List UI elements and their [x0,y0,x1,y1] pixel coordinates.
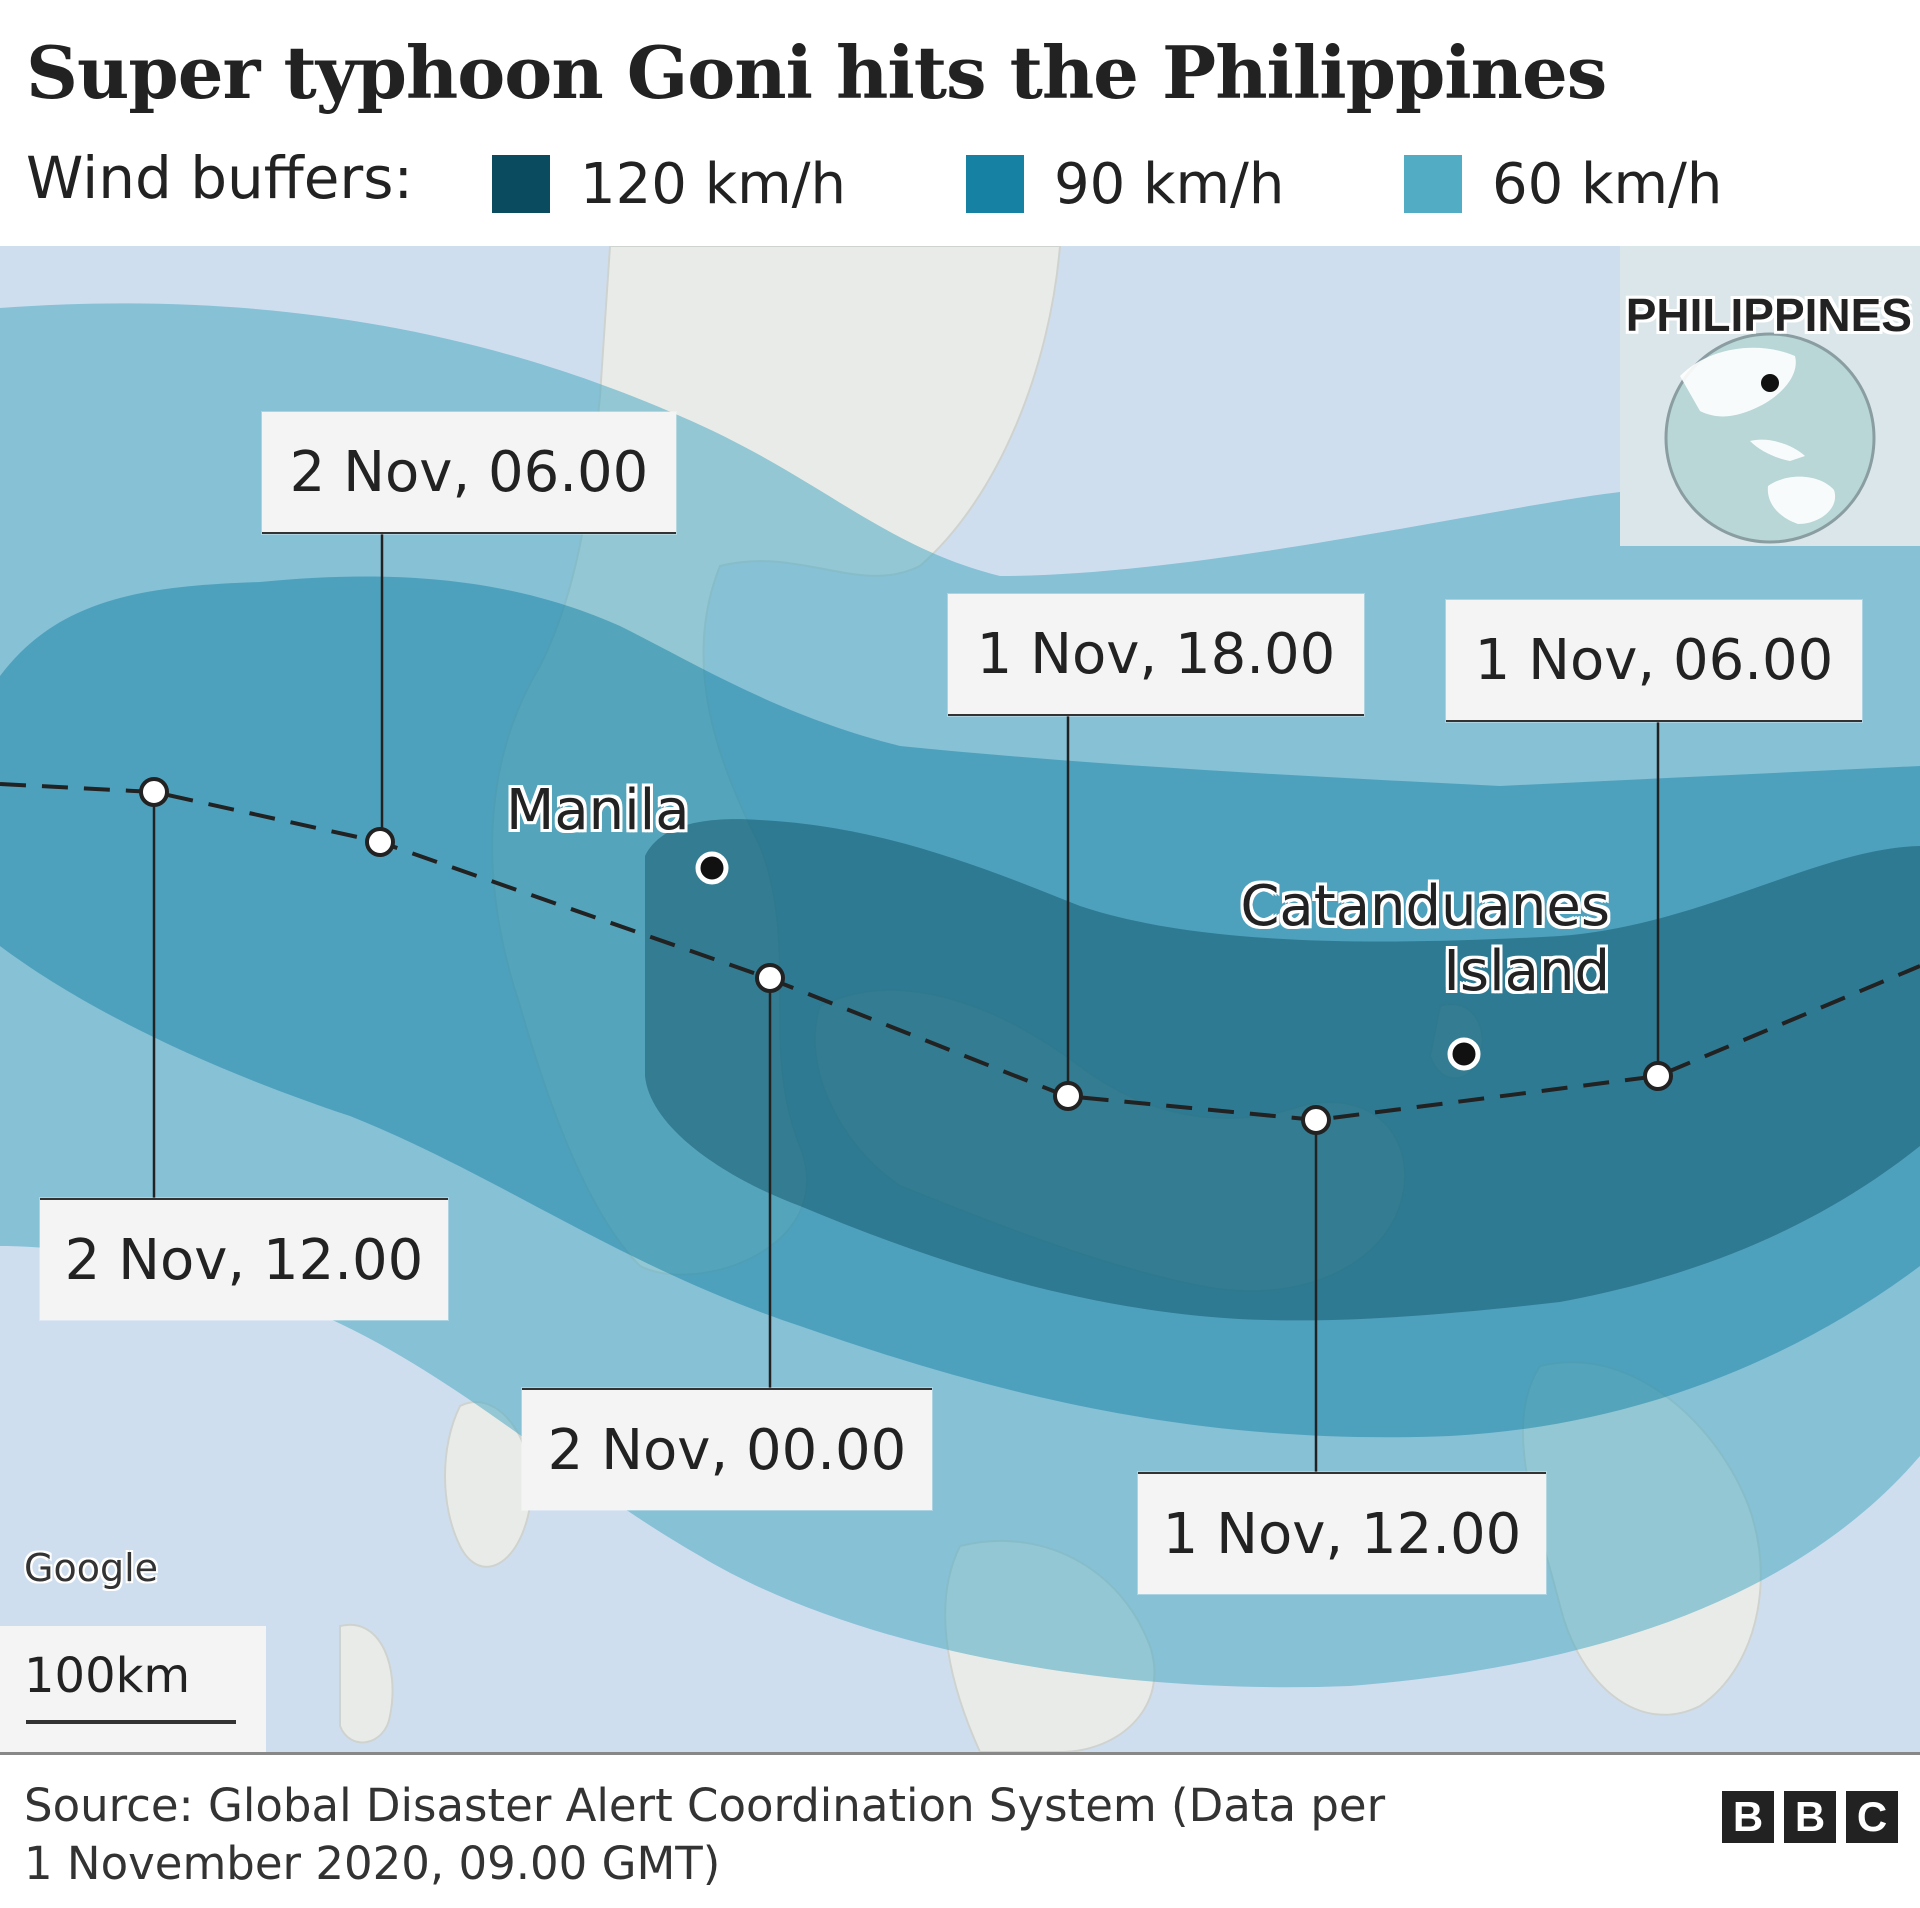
track-label-2nov-0000: 2 Nov, 00.00 [522,1388,932,1510]
legend-item-90: 90 km/h [966,151,1285,217]
place-label-catanduanes-line2: Island [1443,939,1610,1004]
legend-item-60: 60 km/h [1404,151,1723,217]
legend-label: Wind buffers: [26,144,414,212]
map[interactable]: 2 Nov, 06.00 1 Nov, 18.00 1 Nov, 06.00 2… [0,246,1920,1752]
globe-asia [1680,347,1796,417]
place-label-catanduanes-line1: Catanduanes [1240,874,1610,939]
locator-inset: PHILIPPINES [1620,246,1920,546]
legend-swatch-120 [492,155,550,213]
globe-indonesia [1750,439,1805,461]
track-point-1nov-1200 [1301,1105,1331,1135]
bbc-logo: B B C [1722,1791,1898,1843]
scale-label: 100km [24,1648,191,1704]
bbc-logo-letter-3: C [1846,1791,1898,1843]
map-canvas [0,246,1920,1752]
track-point-1nov-0600 [1643,1061,1673,1091]
scale-bar: 100km [0,1626,266,1752]
buffer-120kmh [645,819,1920,1321]
place-label-catanduanes: Catanduanes Island [1222,874,1610,1004]
leader-lines [152,534,1660,1472]
track-points [139,777,1673,1135]
globe-philippines-marker [1761,374,1779,392]
manila-marker [695,851,729,885]
city-markers [695,851,1481,1071]
source-line-1: Source: Global Disaster Alert Coordinati… [24,1779,1386,1832]
track-label-2nov-0600: 2 Nov, 06.00 [262,412,676,534]
track-point-2nov-1200 [139,777,169,807]
inset-label: PHILIPPINES [1625,289,1912,341]
track-label-1nov-1800: 1 Nov, 18.00 [948,594,1364,716]
bbc-logo-letter-1: B [1722,1791,1774,1843]
buffer-90kmh [0,576,1920,1438]
bbc-logo-letter-2: B [1784,1791,1836,1843]
locator-globe [1664,332,1876,544]
legend-item-120: 120 km/h [492,151,847,217]
legend-swatch-60 [1404,155,1462,213]
track-point-1nov-1800 [1053,1081,1083,1111]
track-point-2nov-0600 [365,827,395,857]
typhoon-track [0,782,1920,1123]
legend-text-60: 60 km/h [1492,151,1723,217]
track-label-1nov-0600: 1 Nov, 06.00 [1446,600,1862,722]
place-label-manila: Manila [506,778,690,843]
legend-text-120: 120 km/h [580,151,847,217]
islet-land [339,1623,394,1744]
footer: Source: Global Disaster Alert Coordinati… [0,1752,1920,1908]
track-label-1nov-1200: 1 Nov, 12.00 [1138,1472,1546,1594]
scale-bar-line [26,1720,236,1724]
catanduanes-marker [1447,1037,1481,1071]
track-point-2nov-0000 [755,963,785,993]
legend-swatch-90 [966,155,1024,213]
source-note: Source: Global Disaster Alert Coordinati… [24,1777,1444,1893]
map-attribution: Google [24,1546,159,1590]
legend: Wind buffers: 120 km/h 90 km/h 60 km/h [26,140,1906,220]
page-title: Super typhoon Goni hits the Philippines [26,30,1607,115]
source-line-2: 1 November 2020, 09.00 GMT) [24,1837,721,1890]
legend-text-90: 90 km/h [1054,151,1285,217]
globe-australia [1767,476,1836,524]
track-label-2nov-1200: 2 Nov, 12.00 [40,1198,448,1320]
